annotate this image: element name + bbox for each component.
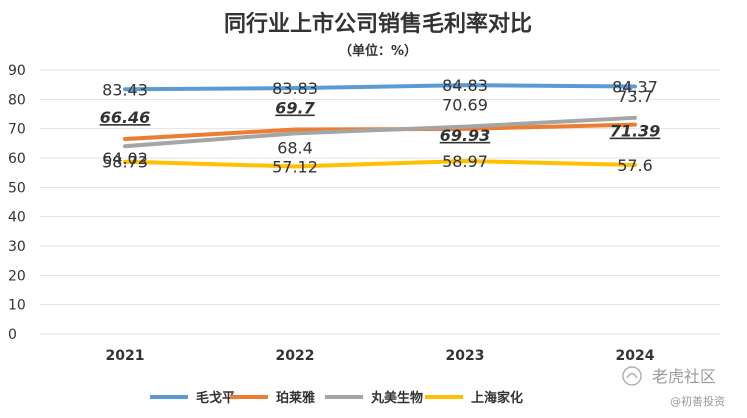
data-label: 69.93	[440, 126, 491, 145]
series-lines	[123, 83, 637, 169]
y-tick-label: 10	[8, 298, 26, 314]
watermark-main: 老虎社区	[652, 367, 716, 386]
x-tick-label: 2022	[276, 348, 315, 364]
data-label: 58.97	[442, 152, 488, 171]
y-tick-label: 60	[8, 151, 26, 167]
x-axis-ticks: 2021 2022 2023 2024	[106, 348, 655, 364]
x-tick-label: 2021	[106, 348, 145, 364]
y-tick-label: 40	[8, 210, 26, 226]
data-label: 73.7	[617, 87, 653, 106]
legend-label: 上海家化	[471, 390, 523, 406]
data-label: 83.43	[102, 80, 148, 99]
data-label: 71.39	[610, 122, 661, 141]
chart-subtitle: （单位：%）	[339, 43, 417, 59]
grid-lines	[40, 69, 720, 335]
legend-label: 丸美生物	[370, 390, 423, 406]
y-tick-label: 70	[8, 122, 26, 138]
data-labels: 83.43 83.83 84.83 84.37 66.46 69.7 69.93 71.39 6…	[100, 76, 661, 176]
series-line	[123, 115, 637, 149]
chart-title: 同行业上市公司销售毛利率对比	[224, 11, 532, 37]
data-label: 84.37	[612, 78, 658, 97]
legend-label: 毛戈平	[196, 390, 235, 406]
data-label: 57.6	[617, 156, 653, 175]
data-label: 58.73	[102, 153, 148, 172]
y-tick-label: 50	[8, 180, 26, 196]
y-tick-label: 90	[8, 63, 26, 79]
watermark-sub: @初善投资	[670, 394, 725, 408]
y-tick-label: 0	[8, 327, 17, 343]
tiger-logo-icon	[622, 366, 642, 386]
y-tick-label: 30	[8, 239, 26, 255]
legend: 毛戈平 珀莱雅 丸美生物 上海家化	[150, 390, 523, 406]
data-label: 68.4	[277, 138, 313, 157]
series-line	[123, 83, 637, 92]
data-label: 57.12	[272, 157, 318, 176]
y-tick-label: 80	[8, 92, 26, 108]
data-label: 83.83	[272, 79, 318, 98]
y-tick-label: 20	[8, 268, 26, 284]
data-label: 84.83	[442, 76, 488, 95]
legend-label: 珀莱雅	[276, 390, 315, 406]
y-axis-ticks: 0 10 20 30 40 50 60 70 80 90	[8, 63, 26, 343]
data-label: 66.46	[100, 108, 151, 127]
x-tick-label: 2024	[616, 348, 655, 364]
watermark: 老虎社区 @初善投资	[622, 366, 725, 408]
data-label: 70.69	[442, 96, 488, 115]
data-label: 64.02	[102, 149, 148, 168]
series-line	[123, 159, 637, 169]
data-label: 69.7	[275, 99, 315, 118]
x-tick-label: 2023	[446, 348, 485, 364]
